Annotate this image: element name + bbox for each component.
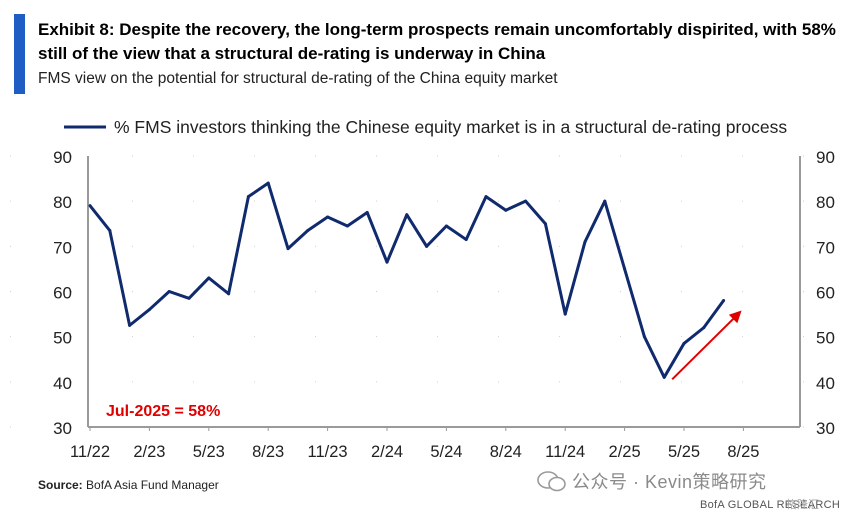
y-tick-label-left: 60 — [53, 284, 72, 303]
axes — [87, 156, 801, 428]
data-point — [405, 213, 409, 217]
x-tick-label: 11/22 — [70, 443, 110, 461]
data-points — [88, 181, 726, 379]
data-point — [603, 199, 607, 203]
data-point — [345, 224, 349, 228]
y-tick-label-right: 70 — [816, 238, 835, 257]
data-point — [623, 267, 627, 271]
data-point — [464, 238, 468, 242]
data-point — [563, 312, 567, 316]
y-axis-right: 30 40 50 60 70 80 90 — [816, 148, 835, 438]
data-point — [583, 240, 587, 244]
data-point — [524, 199, 528, 203]
data-point — [543, 222, 547, 226]
data-point — [147, 308, 151, 312]
legend-label: % FMS investors thinking the Chinese equ… — [114, 117, 787, 137]
trend-arrow — [671, 310, 742, 381]
data-point — [108, 229, 112, 233]
data-point — [246, 195, 250, 199]
data-point — [425, 244, 429, 248]
data-point — [642, 335, 646, 339]
data-point — [722, 299, 726, 303]
x-axis: 11/22 2/23 5/23 8/23 11/23 2/24 5/24 8/24 11/24 2… — [70, 427, 759, 461]
data-point — [326, 215, 330, 219]
x-tick-label: 11/24 — [545, 443, 585, 461]
y-tick-label-right: 90 — [816, 148, 835, 167]
y-tick-label-right: 40 — [816, 374, 835, 393]
y-axis-left: 30 40 50 60 70 80 90 — [53, 148, 72, 438]
x-tick-label: 11/23 — [308, 443, 348, 461]
source-text: BofA Asia Fund Manager — [82, 478, 219, 492]
accent-bar — [14, 14, 25, 94]
x-tick-label: 2/25 — [609, 443, 641, 461]
x-tick-label: 2/24 — [371, 443, 403, 461]
y-tick-label-right: 30 — [816, 419, 835, 438]
exhibit-title: Exhibit 8: Despite the recovery, the lon… — [38, 20, 836, 63]
data-point — [227, 292, 231, 296]
data-point — [682, 341, 686, 345]
x-tick-label: 8/24 — [490, 443, 522, 461]
series-line-structural-derating — [88, 181, 725, 379]
data-point — [128, 323, 132, 327]
y-grid — [10, 155, 850, 428]
y-tick-label-right: 50 — [816, 329, 835, 348]
data-point — [385, 260, 389, 264]
footer-brand: BofA GLOBAL RESEARCH — [700, 499, 841, 511]
trend-arrow-shaft — [671, 315, 737, 381]
data-point — [88, 204, 92, 208]
watermark: 公众号 · Kevin策略研究 — [572, 472, 767, 492]
y-tick-label-left: 40 — [53, 374, 72, 393]
x-tick-label: 8/25 — [727, 443, 759, 461]
data-point — [286, 247, 290, 251]
data-point — [306, 229, 310, 233]
y-tick-label-left: 30 — [53, 419, 72, 438]
wechat-icon — [537, 471, 566, 492]
corner-badge: 格隆汇 — [786, 499, 819, 511]
source-note: Source: BofA Asia Fund Manager — [38, 478, 219, 492]
x-tick-label: 8/23 — [252, 443, 284, 461]
x-tick-label: 5/23 — [193, 443, 225, 461]
y-tick-label-left: 50 — [53, 329, 72, 348]
y-tick-label-right: 80 — [816, 193, 835, 212]
data-point — [187, 296, 191, 300]
y-tick-label-left: 90 — [53, 148, 72, 167]
source-label: Source: — [38, 478, 83, 492]
data-point — [662, 375, 666, 379]
x-tick-label: 5/24 — [430, 443, 462, 461]
x-tick-label: 2/23 — [133, 443, 165, 461]
data-point — [484, 195, 488, 199]
y-tick-label-right: 60 — [816, 284, 835, 303]
annotation-latest-value: Jul-2025 = 58% — [106, 403, 220, 420]
x-tick-label: 5/25 — [668, 443, 700, 461]
chart-legend: % FMS investors thinking the Chinese equ… — [64, 117, 787, 137]
y-tick-label-left: 70 — [53, 238, 72, 257]
trend-arrow-head — [728, 310, 742, 324]
data-point — [207, 276, 211, 280]
y-tick-label-left: 80 — [53, 193, 72, 212]
data-point — [266, 181, 270, 185]
data-point — [365, 210, 369, 214]
data-point — [702, 326, 706, 330]
data-point — [444, 224, 448, 228]
data-point — [504, 208, 508, 212]
data-point — [167, 290, 171, 293]
exhibit-subtitle: FMS view on the potential for structural… — [38, 70, 558, 87]
